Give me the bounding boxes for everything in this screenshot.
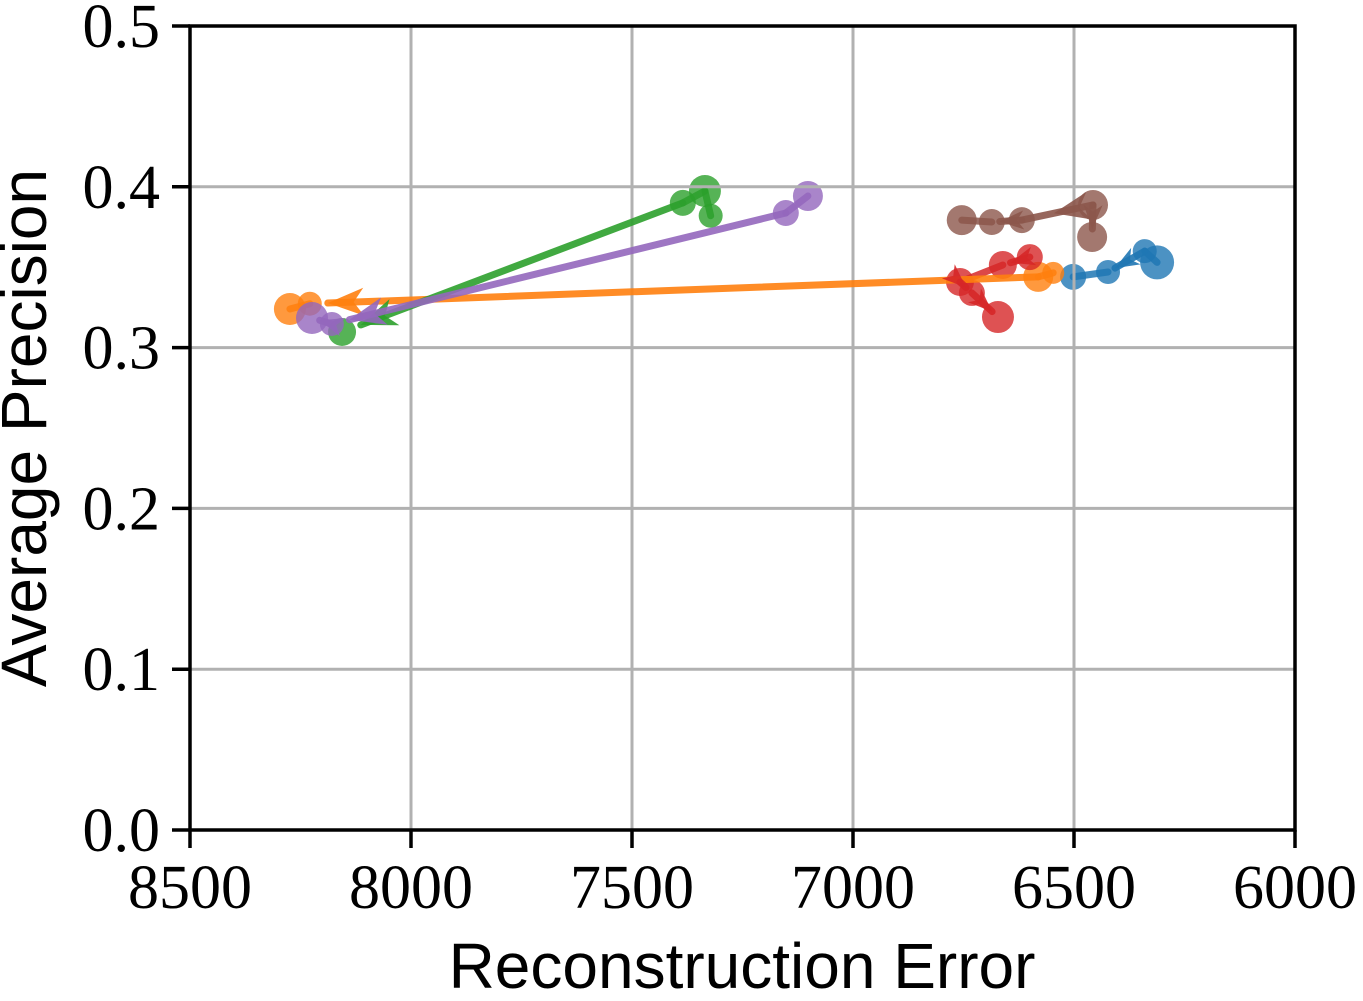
x-tick-label: 8000 [349, 854, 473, 922]
data-point-brown [946, 205, 977, 236]
x-tick-label: 8500 [128, 854, 252, 922]
data-point-brown [1077, 221, 1108, 252]
plot-spines [188, 24, 1297, 832]
data-point-brown [978, 209, 1005, 236]
trajectory-arrowhead-brown [999, 210, 1025, 230]
x-tick-label: 7000 [791, 854, 915, 922]
trajectory-arrowhead-purple [349, 297, 388, 325]
trajectory-arrowhead-red [941, 264, 966, 288]
trajectory-arrowhead-blue [1114, 247, 1141, 269]
data-point-red [988, 250, 1017, 279]
data-markers-layer [273, 174, 1175, 347]
x-axis-label: Reconstruction Error [449, 930, 1036, 1001]
y-axis-label: Average Precision [0, 169, 60, 687]
data-point-purple [295, 302, 328, 335]
y-tick-label: 0.0 [83, 797, 161, 865]
axes-layer [172, 24, 1297, 848]
data-point-green [688, 174, 721, 207]
trajectory-arrowhead-purple [319, 318, 346, 337]
y-tick-label: 0.2 [83, 475, 161, 543]
trajectory-arrowhead-brown [1053, 192, 1092, 220]
trajectory-arrows-layer [316, 192, 1149, 337]
y-tick-label: 0.3 [83, 315, 161, 383]
trajectory-arrowhead-red [968, 288, 993, 312]
x-tick-label: 7500 [570, 854, 694, 922]
data-point-green [698, 203, 723, 228]
tick-labels-layer: 8500 8000 7500 7000 6500 6000 0.0 0.1 0.2 0.3 0.4 0… [83, 0, 1358, 922]
x-tick-label: 6500 [1012, 854, 1136, 922]
trajectory-arrowhead-brown [1083, 204, 1103, 229]
y-tick-label: 0.4 [83, 154, 161, 222]
data-point-purple [792, 180, 823, 211]
y-tick-label: 0.1 [83, 636, 161, 704]
grid-layer [188, 24, 1297, 832]
trajectory-arrowhead-red [1010, 246, 1037, 266]
y-tick-label: 0.5 [83, 0, 161, 61]
x-tick-label: 6000 [1233, 854, 1357, 922]
trajectory-arrowhead-orange [327, 287, 365, 316]
trajectory-arrow-line-purple [345, 209, 790, 324]
